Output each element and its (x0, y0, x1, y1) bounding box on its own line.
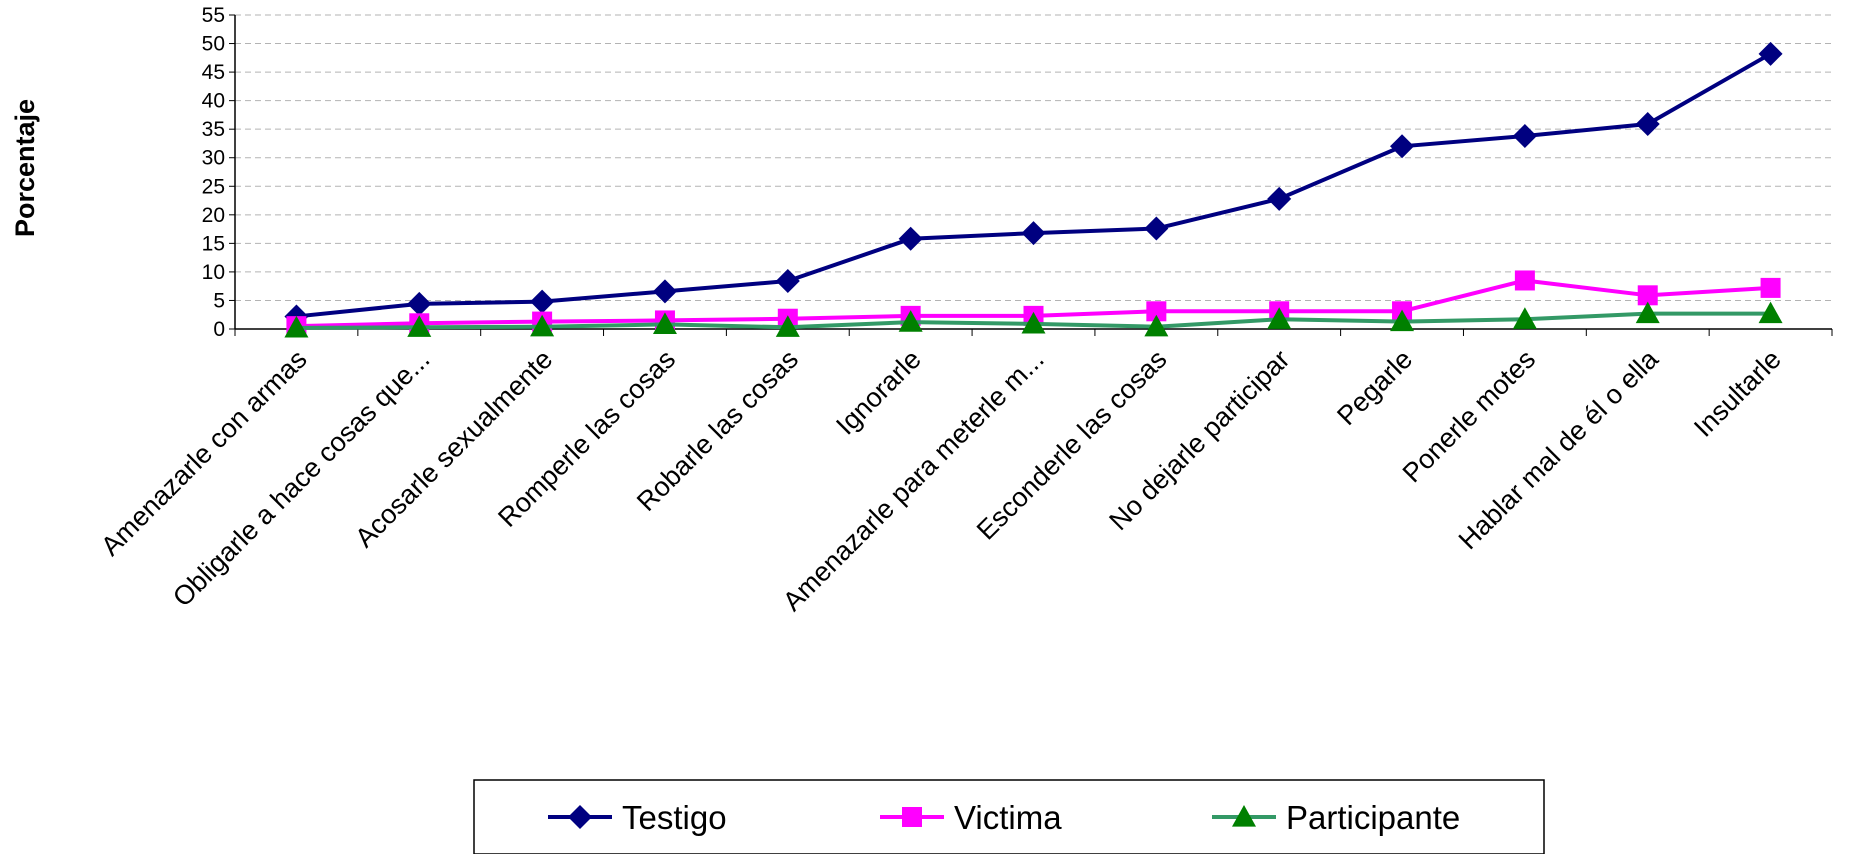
data-point (407, 292, 431, 316)
y-tick-label: 40 (202, 90, 225, 113)
y-tick-label: 0 (213, 318, 225, 341)
legend-label: Testigo (622, 799, 727, 836)
x-category-label: Obligarle a hace cosas que... (167, 344, 436, 613)
data-point (1636, 112, 1660, 136)
data-point (1022, 221, 1046, 245)
y-tick-label: 50 (202, 33, 225, 56)
series-group (284, 42, 1782, 338)
legend-label: Participante (1286, 799, 1460, 836)
y-tick-label: 55 (202, 4, 225, 27)
y-tick-label: 5 (213, 289, 225, 312)
x-category-label: Pegarle (1331, 344, 1418, 431)
y-axis-ticks: 0 5 10 15 20 25 30 35 40 45 50 55 (202, 4, 225, 341)
data-point (1513, 124, 1537, 148)
y-tick-label: 45 (202, 61, 225, 84)
data-point (1761, 278, 1781, 298)
legend: Testigo Victima Participante (474, 780, 1544, 854)
data-point (1515, 270, 1535, 290)
x-category-label: Ignorarle (830, 344, 927, 441)
x-category-label: Amenazarle con armas (95, 344, 313, 562)
data-point (1759, 42, 1783, 66)
y-tick-label: 35 (202, 118, 225, 141)
data-point (899, 227, 923, 251)
data-point (1144, 217, 1168, 241)
gridlines (235, 15, 1832, 300)
data-point (1390, 134, 1414, 158)
y-tick-label: 30 (202, 147, 225, 170)
x-category-label: Hablar mal de él o ella (1453, 343, 1665, 555)
data-point (1267, 187, 1291, 211)
x-category-label: Amenazarle para meterle m... (777, 344, 1050, 617)
y-axis-label: Porcentaje (10, 99, 40, 237)
y-tick-label: 10 (202, 261, 225, 284)
data-point (653, 279, 677, 303)
series-line (296, 54, 1770, 317)
y-tick-label: 25 (202, 175, 225, 198)
data-point (530, 290, 554, 314)
y-tick-label: 15 (202, 232, 225, 255)
legend-label: Victima (954, 799, 1062, 836)
legend-marker (902, 807, 922, 827)
data-point (776, 269, 800, 293)
x-category-label: Insultarle (1688, 344, 1787, 443)
y-tick-label: 20 (202, 204, 225, 227)
x-category-label: Acosarle sexualmente (349, 344, 558, 553)
